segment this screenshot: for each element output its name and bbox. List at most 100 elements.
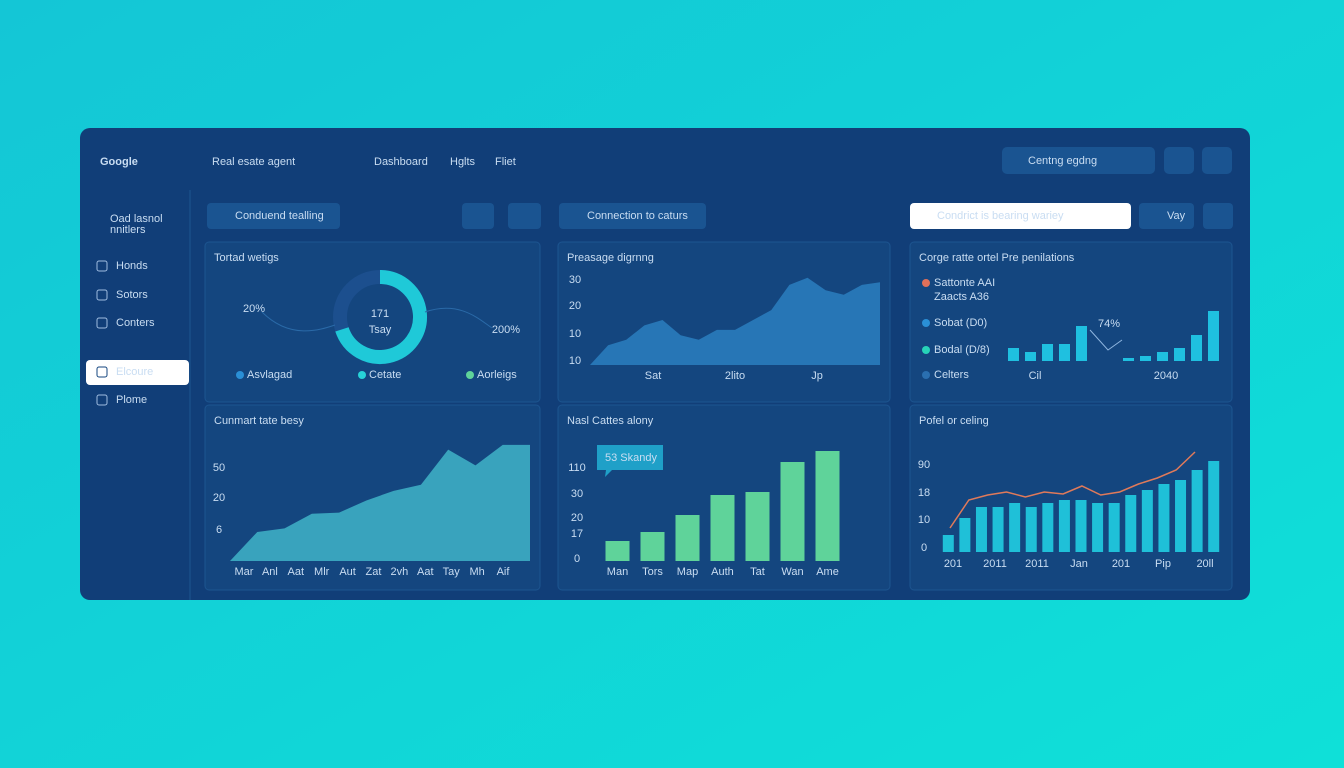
sidebar-item[interactable]: Plome [116,394,147,406]
bar [675,515,700,561]
toolbar-button[interactable] [1139,203,1194,229]
x-tick-label: Man [607,566,628,578]
bar [1191,470,1203,552]
bar [992,507,1004,552]
list-button[interactable] [462,203,494,229]
x-tick-label: Pip [1155,558,1171,570]
x-tick-label: 2vh [391,566,409,578]
connector [261,311,336,332]
profile-text: Oad lasnol [110,213,163,225]
toolbar-label: Connection to caturs [587,210,688,222]
card [204,241,541,403]
x-tick-label: Auth [711,566,734,578]
toolbar-label: Conduend tealling [235,210,324,222]
bar [1025,507,1037,552]
x-tick-label: Map [677,566,698,578]
x-tick-label: Zat [366,566,382,578]
card-title: Corge ratte ortel Pre penilations [919,252,1075,264]
y-tick-label: 110 [568,462,586,474]
x-tick-label: 2040 [1154,370,1178,382]
x-tick-label: Cil [1029,370,1042,382]
x-tick-label: 20ll [1196,558,1213,570]
donut-sub: Tsay [369,324,392,336]
x-tick-label: Wan [781,566,803,578]
sidebar-item[interactable]: Sotors [116,289,148,301]
card [909,241,1233,403]
search-input[interactable] [910,203,1131,229]
item-icon [96,394,108,406]
active-item[interactable] [86,360,189,385]
bar [1058,500,1070,552]
legend-dot [236,371,244,379]
bar [959,518,971,552]
legend-dot [922,279,930,287]
bar [1059,344,1070,361]
card-title: Nasl Cattes alony [567,415,654,427]
bar [745,492,770,561]
bar [1123,358,1134,361]
legend-label: Sattonte AAI [934,277,995,289]
legend-dot [922,371,930,379]
y-tick-label: 50 [213,462,225,474]
x-tick-label: Aut [339,566,356,578]
bar [1158,484,1170,552]
y-tick-label: 10 [569,328,581,340]
logo: Google [100,156,138,168]
x-tick-label: Mlr [314,566,330,578]
x-tick-label: Tay [443,566,461,578]
search-text: Centng egdng [1028,155,1097,167]
nav-link[interactable]: Hglts [450,156,476,168]
line [949,451,1196,529]
y-tick-label: 20 [213,492,225,504]
menu-button[interactable] [1202,147,1232,174]
nav-link[interactable]: Fliet [495,156,516,168]
tooltip-text: 53 Skandy [605,452,657,464]
bar [975,507,987,552]
y-tick-label: 0 [574,553,580,565]
legend-dot [922,319,930,327]
item-icon [96,260,108,272]
bar [1141,490,1153,552]
bar [942,535,954,552]
y-tick-label: 17 [571,528,583,540]
area [230,444,530,561]
toolbar-button[interactable] [559,203,706,229]
bar [1191,335,1202,361]
connector [1089,329,1123,351]
bar [1157,352,1168,361]
card-title: Preasage digrnng [567,252,654,264]
bar [1075,500,1087,552]
search-button[interactable] [1164,147,1194,174]
sidebar-item[interactable]: Conters [116,317,155,329]
legend-sub: Zaacts A36 [934,291,989,303]
legend-dot [466,371,474,379]
settings-button[interactable] [1203,203,1233,229]
toolbar-button[interactable] [207,203,340,229]
x-tick-label: Ame [816,566,839,578]
bar [640,532,665,561]
view-button[interactable] [508,203,541,229]
sidebar-item[interactable]: Honds [116,260,148,272]
bar [1140,356,1151,361]
bar [1042,344,1053,361]
bar [605,541,630,561]
bar [1125,495,1137,552]
x-tick-label: 201 [944,558,962,570]
bar [1008,348,1019,361]
bar [1076,326,1087,361]
bar [1108,503,1120,552]
donut-arc [335,270,427,364]
y-tick-label: 6 [216,524,222,536]
x-tick-label: Jan [1070,558,1088,570]
annotation: 74% [1098,318,1120,330]
legend-dot [358,371,366,379]
x-tick-label: Mar [235,566,254,578]
sidebar-item[interactable]: Elcoure [116,366,153,378]
x-tick-label: Anl [262,566,278,578]
nav-link[interactable]: Dashboard [374,156,428,168]
search-box[interactable] [1002,147,1155,174]
bar [1042,503,1054,552]
profile-text: nnitlers [110,224,146,236]
bar [1092,503,1104,552]
donut-label: 200% [492,324,520,336]
